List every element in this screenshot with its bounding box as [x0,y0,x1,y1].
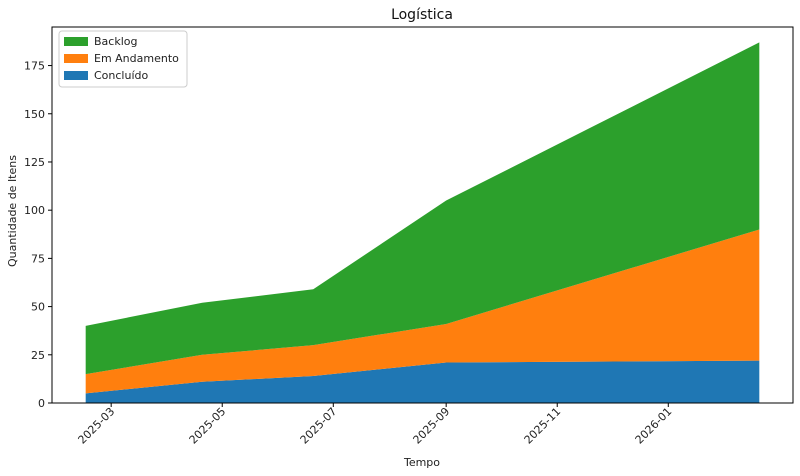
areas-group [85,42,760,403]
x-tick-label: 2025-07 [298,405,340,447]
y-tick-label: 100 [24,204,45,217]
legend-box [58,30,188,88]
y-axis: 0 25 50 75 100 125 150 175 [24,60,52,410]
y-tick-label: 175 [24,60,45,73]
y-tick-label: 25 [31,349,45,362]
area-backlog [85,42,760,375]
area-conclu-do [85,360,760,403]
x-axis: 2025-03 2025-05 2025-07 2025-09 2025-11 2026-… [76,403,675,447]
x-tick-label: 2025-03 [76,405,118,447]
y-tick-label: 0 [38,397,45,410]
x-tick-label: 2025-11 [522,405,564,447]
y-tick-label: 150 [24,108,45,121]
y-axis-label: Quantidade de Itens [6,155,19,267]
legend-label: Backlog [94,35,137,48]
x-tick-label: 2025-09 [411,405,453,447]
y-tick-label: 50 [31,301,45,314]
chart-title: Logística [391,7,453,23]
legend-swatch [64,71,88,80]
x-axis-label: Tempo [403,456,440,469]
plot-frame [51,26,794,404]
legend-label: Em Andamento [94,52,179,65]
legend-swatch [64,37,88,46]
y-tick-label: 125 [24,156,45,169]
y-tick-label: 75 [31,252,45,265]
legend: Backlog Em Andamento Concluído [58,30,188,88]
x-tick-label: 2025-05 [187,405,229,447]
x-tick-label: 2026-01 [633,405,675,447]
legend-swatch [64,54,88,63]
area-em-andamento [85,229,760,394]
legend-label: Concluído [94,69,148,82]
